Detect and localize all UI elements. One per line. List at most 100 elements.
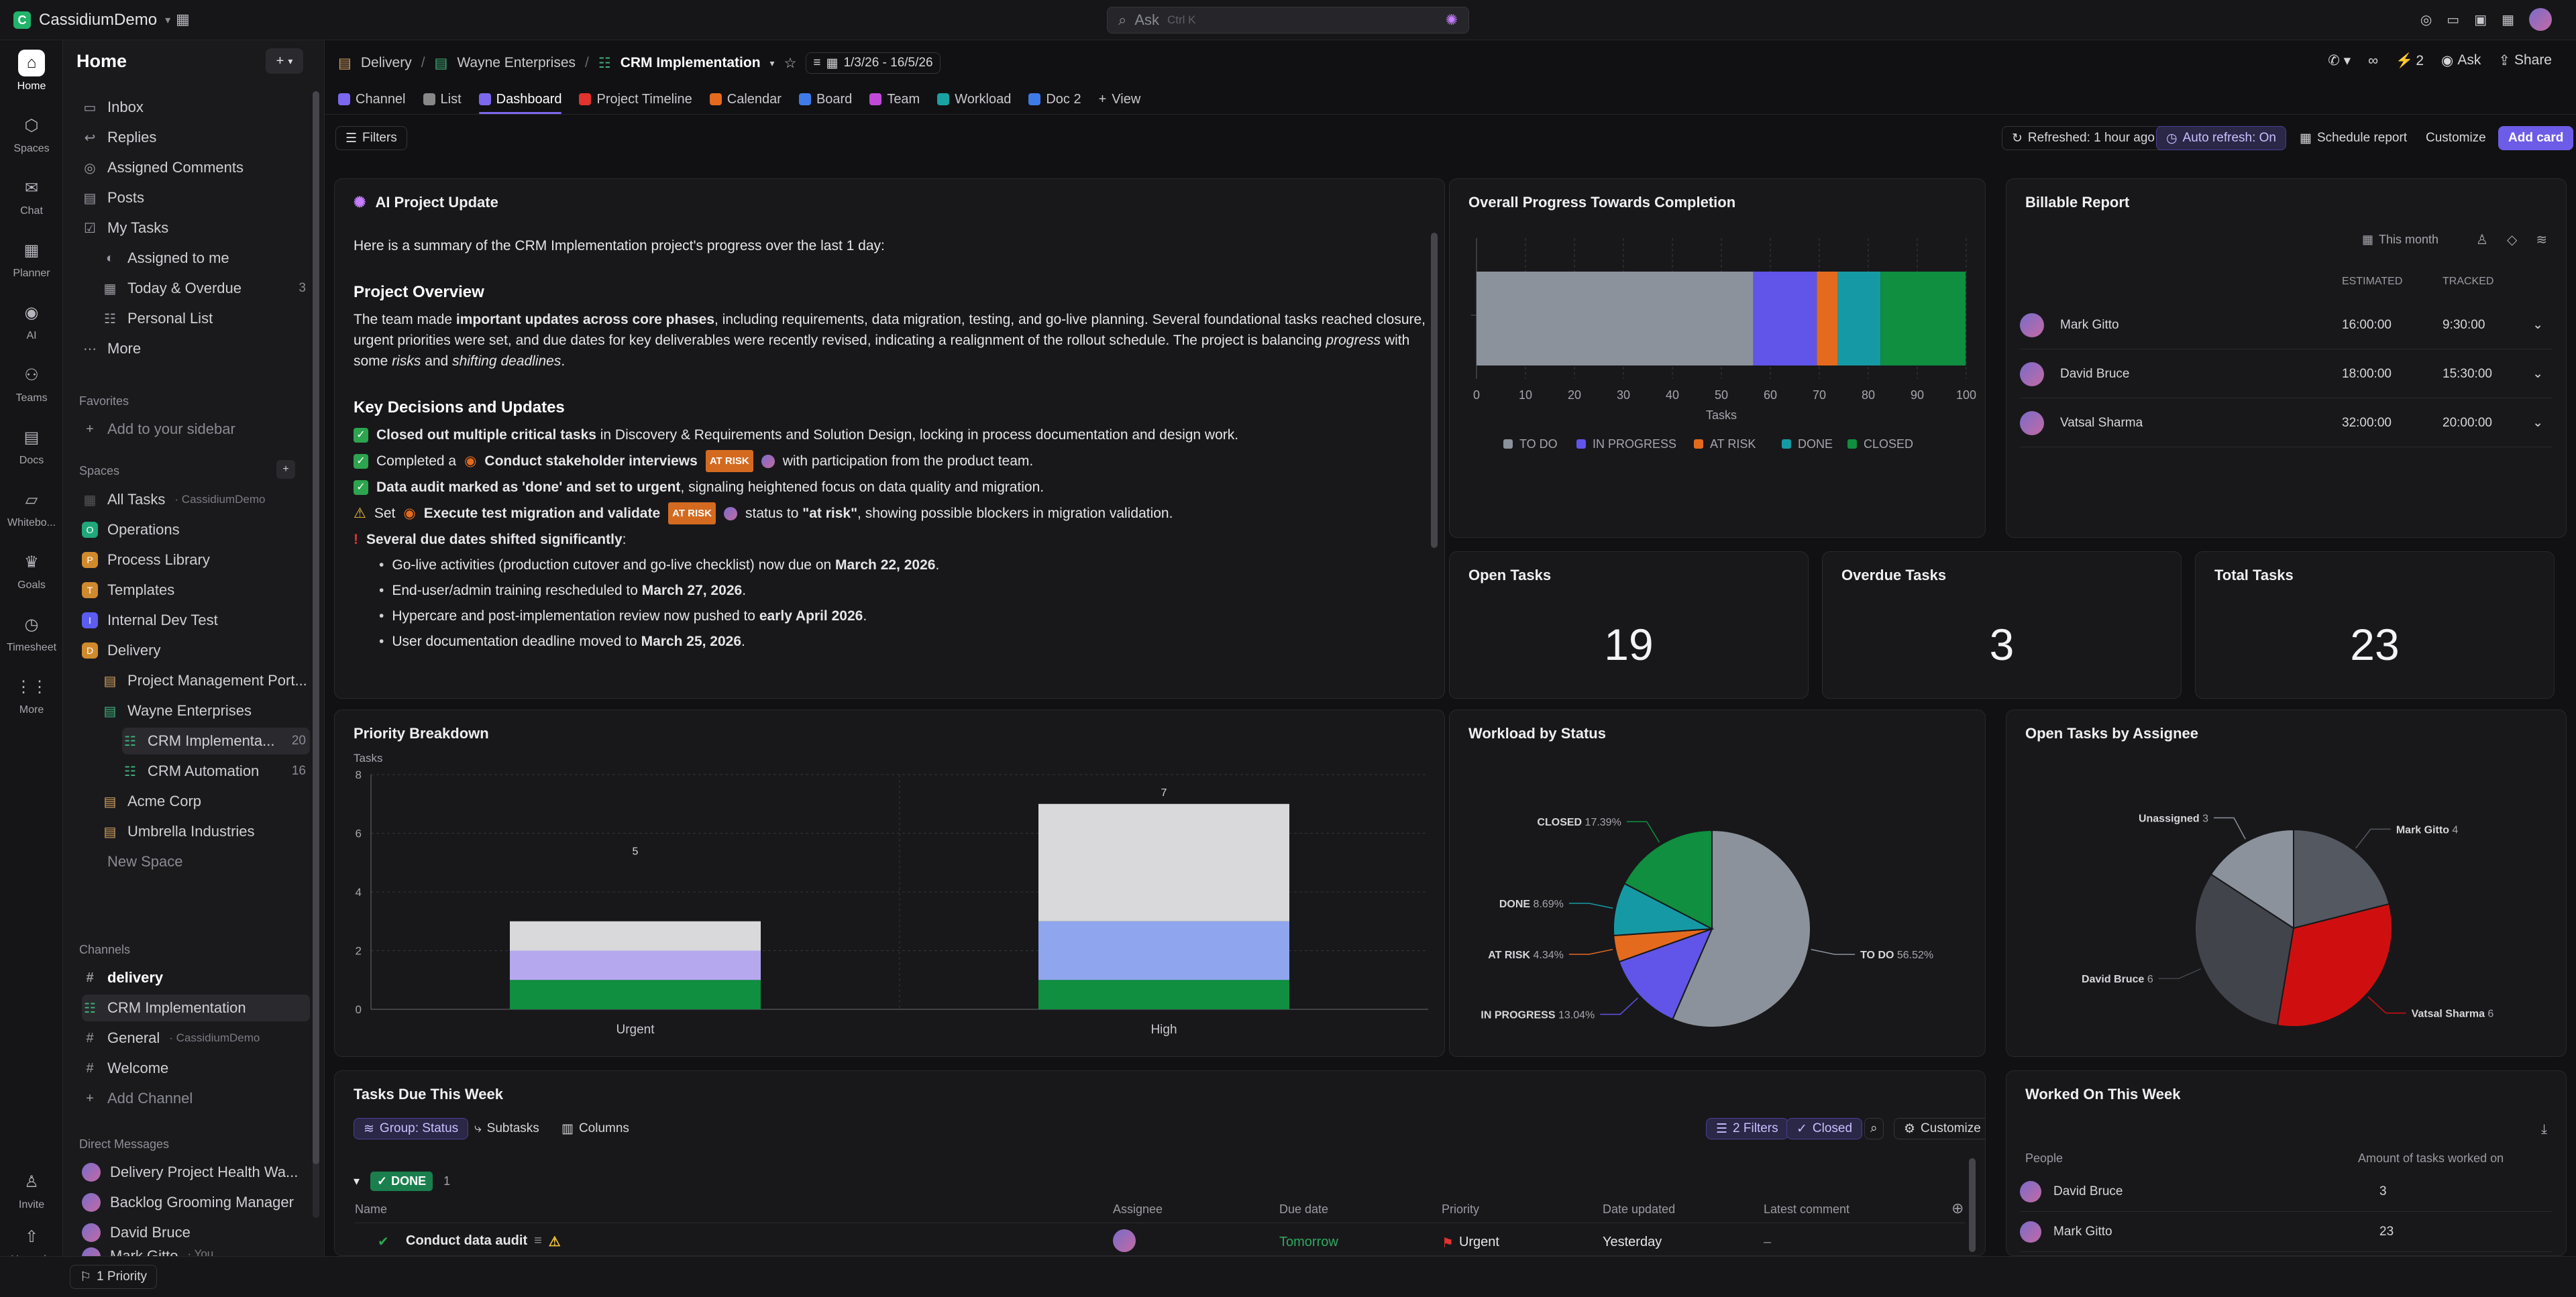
dm-item[interactable]: Delivery Project Health Wa...	[82, 1159, 310, 1186]
channel-general[interactable]: # General · CassidiumDemo	[82, 1025, 310, 1052]
calendar-icon[interactable]: ▦	[176, 11, 190, 27]
sidebar-space-crm-automation[interactable]: ☷ CRM Automation 16	[122, 758, 310, 785]
channel-delivery[interactable]: # delivery	[82, 964, 310, 991]
rail-home[interactable]: ⌂ Home	[0, 50, 63, 93]
breadcrumb-item-current[interactable]: CRM Implementation	[620, 55, 761, 70]
layers-icon[interactable]: ≋	[2536, 233, 2548, 247]
rail-goals[interactable]: ♛ Goals	[0, 549, 63, 591]
tab-project-timeline[interactable]: Project Timeline	[579, 84, 692, 114]
sidebar-space-process-library[interactable]: P Process Library	[82, 547, 310, 573]
tab-list[interactable]: List	[423, 84, 462, 114]
add-space-icon[interactable]: +	[276, 460, 295, 479]
group-by-button[interactable]: ≋ Group: Status	[354, 1118, 469, 1139]
column-header[interactable]: Name	[355, 1202, 388, 1216]
pie-slice-vatsal-sharma[interactable]	[2276, 903, 2393, 1027]
pie-slice-david-bruce[interactable]	[2194, 873, 2295, 1027]
table-row[interactable]: ✔ Conduct data audit ≡ ⚠ Tomorrow ⚑ Urgent …	[355, 1229, 1965, 1255]
phone-icon[interactable]: ✆ ▾	[2328, 53, 2351, 68]
expand-chevron-icon[interactable]: ⌄	[2532, 367, 2543, 381]
dm-item[interactable]: Backlog Grooming Manager	[82, 1189, 310, 1216]
sidebar-item-my-tasks[interactable]: ☑ My Tasks	[82, 215, 310, 241]
period-selector[interactable]: ▦ This month	[2362, 233, 2439, 246]
column-header[interactable]: Priority	[1442, 1202, 1480, 1216]
filters-button[interactable]: ☰ Filters	[335, 126, 407, 150]
user-avatar[interactable]	[2529, 8, 2552, 31]
search-button[interactable]: ⌕	[1864, 1118, 1884, 1139]
tab-doc-2[interactable]: Doc 2	[1028, 84, 1081, 114]
add-card-button[interactable]: Add card	[2498, 126, 2574, 150]
subtasks-button[interactable]: ⤷ Subtasks	[474, 1121, 539, 1135]
dm-item[interactable]: Mark Gitto · You	[82, 1247, 310, 1257]
closed-toggle[interactable]: ✓ Closed	[1786, 1118, 1863, 1139]
pie-slice-closed[interactable]	[1623, 829, 1713, 930]
table-row[interactable]: David Bruce 18:00:00 15:30:00 ⌄	[2020, 350, 2553, 398]
bar-segment[interactable]	[1038, 980, 1289, 1009]
rail-whiteboard[interactable]: ▱ Whitebo...	[0, 486, 63, 529]
pie-slice-mark-gitto[interactable]	[2293, 828, 2390, 929]
sidebar-scrollbar[interactable]	[313, 91, 319, 1218]
sidebar-space-internal-dev-test[interactable]: I Internal Dev Test	[82, 607, 310, 634]
tab-calendar[interactable]: Calendar	[709, 84, 782, 114]
tab-workload[interactable]: Workload	[937, 84, 1011, 114]
table-row[interactable]: Vatsal Sharma 32:00:00 20:00:00 ⌄	[2020, 399, 2553, 447]
due-date[interactable]: Tomorrow	[1279, 1235, 1338, 1249]
sidebar-space-acme-corp[interactable]: ▤ Acme Corp	[102, 788, 310, 815]
status-group-header[interactable]: ▾ ✓ DONE 1	[354, 1172, 450, 1191]
sidebar-space-wayne-enterprises[interactable]: ▤ Wayne Enterprises	[102, 697, 310, 724]
bar-segment[interactable]	[510, 950, 761, 980]
bar-segment[interactable]	[510, 921, 761, 951]
doc-icon[interactable]: ▣	[2474, 12, 2487, 27]
breadcrumb-item[interactable]: Delivery	[360, 55, 412, 70]
share-button[interactable]: ⇪ Share	[2498, 52, 2552, 68]
pie-slice-unassigned[interactable]	[2210, 828, 2294, 929]
create-button[interactable]: + ▾	[266, 48, 303, 74]
bar-segment[interactable]	[1038, 803, 1289, 921]
sidebar-item-posts[interactable]: ▤ Posts	[82, 184, 310, 211]
customize-button[interactable]: Customize	[2426, 131, 2486, 145]
channel-add-channel[interactable]: + Add Channel	[82, 1085, 310, 1112]
check-circle-icon[interactable]: ◎	[2420, 12, 2432, 27]
tab-board[interactable]: Board	[798, 84, 852, 114]
column-header[interactable]: Latest comment	[1764, 1202, 1850, 1216]
sidebar-item-assigned-to-me[interactable]: ◐ Assigned to me	[102, 245, 310, 272]
pie-slice-to-do[interactable]	[1672, 829, 1811, 1028]
sidebar-space-umbrella-industries[interactable]: ▤ Umbrella Industries	[102, 818, 310, 845]
auto-refresh-toggle[interactable]: ◷ Auto refresh: On	[2156, 126, 2286, 150]
task-name[interactable]: Conduct data audit	[406, 1233, 528, 1248]
add-column-icon[interactable]: ⊕	[1951, 1200, 1964, 1217]
bar-segment-to-do[interactable]	[1477, 272, 1754, 365]
bar-segment-at-risk[interactable]	[1817, 272, 1838, 365]
customize-table-button[interactable]: ⚙ Customize	[1894, 1118, 1985, 1139]
schedule-report-button[interactable]: ▦ Schedule report	[2300, 131, 2408, 146]
date-range-button[interactable]: ≡ ▦ 1/3/26 - 16/5/26	[806, 52, 941, 74]
search-input[interactable]: ⌕ Ask Ctrl K ✺	[1107, 7, 1469, 34]
ai-sparkle-icon[interactable]: ✺	[1445, 11, 1458, 28]
table-row[interactable]: Mark Gitto 23	[2020, 1212, 2553, 1252]
rail-more[interactable]: ⋮⋮ More	[0, 673, 63, 716]
rail-timesheet[interactable]: ◷ Timesheet	[0, 611, 63, 654]
scrollbar[interactable]	[1969, 1158, 1976, 1252]
chevron-down-icon[interactable]: ▾	[769, 57, 775, 68]
download-icon[interactable]: ⤓	[2541, 1122, 2547, 1137]
priority-chip[interactable]: ⚐ 1 Priority	[70, 1265, 158, 1289]
expand-chevron-icon[interactable]: ⌄	[2532, 318, 2543, 332]
sidebar-item-assigned-comments[interactable]: ◎ Assigned Comments	[82, 154, 310, 181]
bar-segment-closed[interactable]	[1880, 272, 1966, 365]
apps-icon[interactable]: ▦	[2502, 12, 2514, 27]
sidebar-item-more[interactable]: ⋯ More	[83, 340, 142, 357]
rail-chat[interactable]: ✉ Chat	[0, 174, 63, 217]
scrollbar[interactable]	[1431, 233, 1438, 548]
sidebar-space-crm-implementa-[interactable]: ☷ CRM Implementa... 20	[122, 728, 310, 754]
channel-crm-implementation[interactable]: ☷ CRM Implementation	[82, 995, 310, 1021]
workspace-switcher[interactable]: C CassidiumDemo ▾	[13, 11, 170, 30]
rail-spaces[interactable]: ⬡ Spaces	[0, 112, 63, 155]
tab-team[interactable]: Team	[869, 84, 920, 114]
column-header[interactable]: Due date	[1279, 1202, 1329, 1216]
rail-invite[interactable]: ♙ Invite	[0, 1168, 63, 1211]
channel-welcome[interactable]: # Welcome	[82, 1055, 310, 1082]
breadcrumb-item[interactable]: Wayne Enterprises	[457, 55, 576, 70]
done-status-icon[interactable]: ✔	[378, 1235, 389, 1249]
bar-segment[interactable]	[510, 980, 761, 1009]
person-icon[interactable]: ♙	[2476, 233, 2488, 247]
column-header[interactable]: Date updated	[1603, 1202, 1676, 1216]
